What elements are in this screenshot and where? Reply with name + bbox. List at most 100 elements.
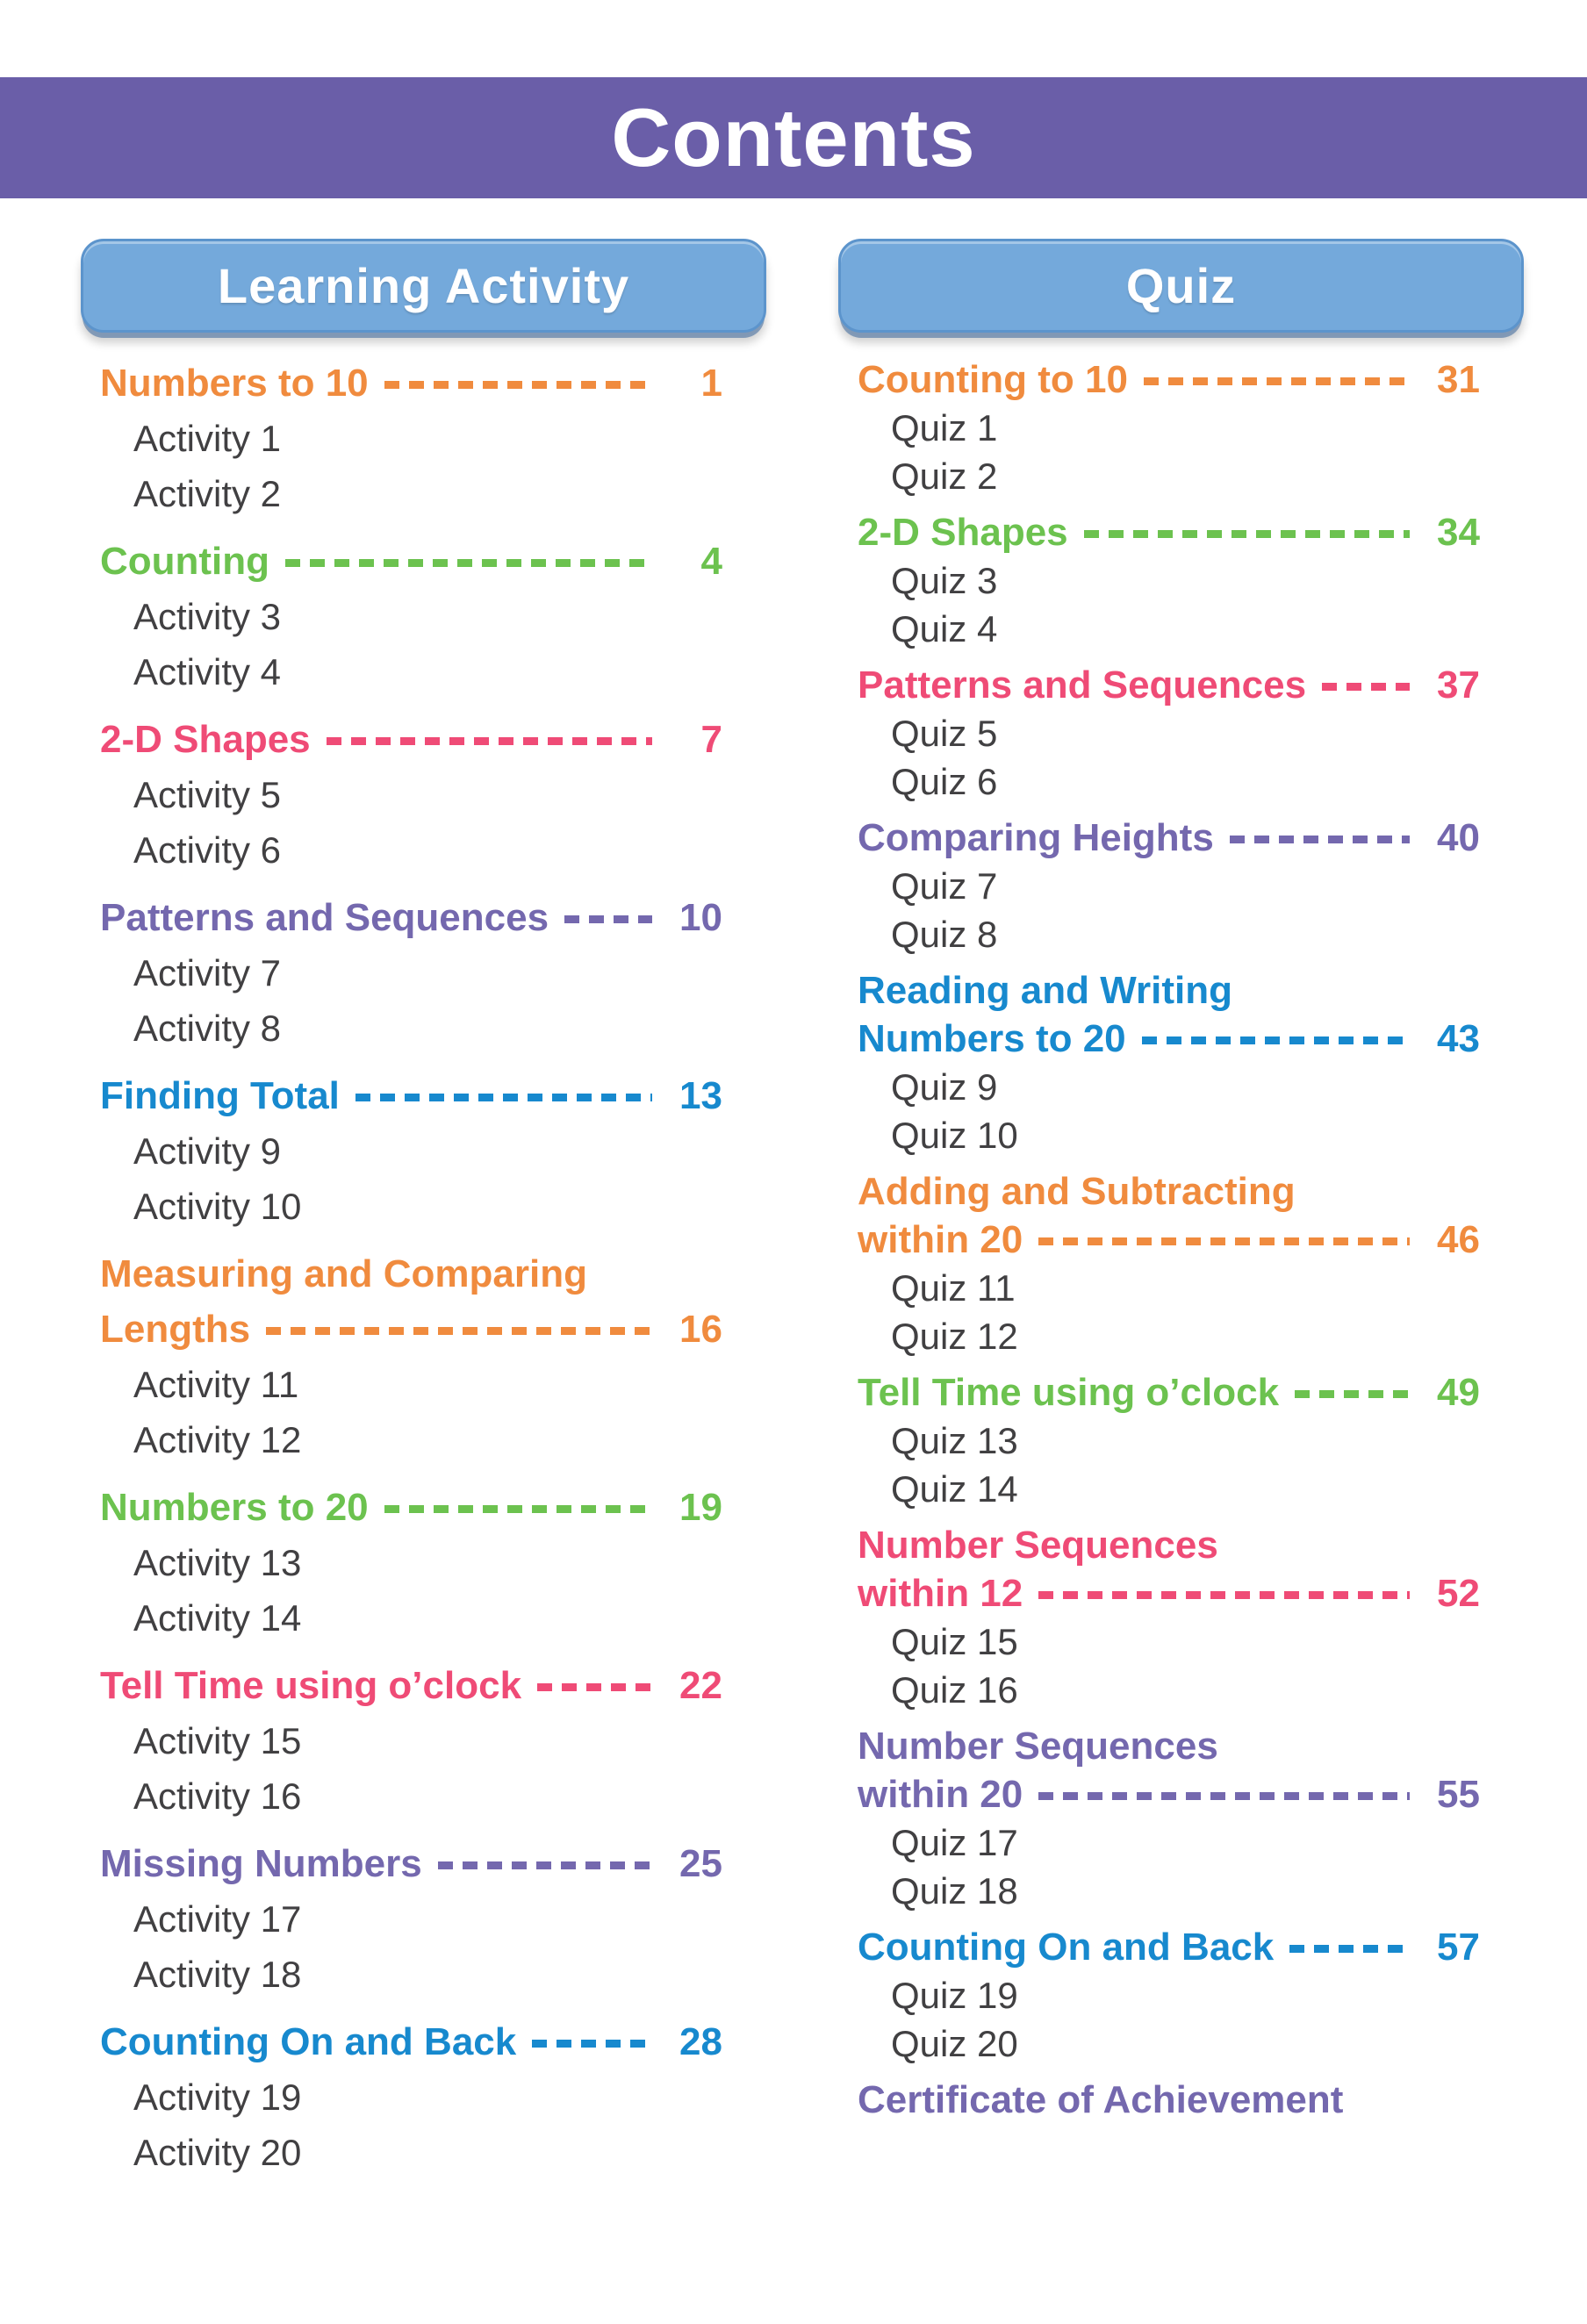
toc-entry-title-line[interactable]: within 20 46 [858, 1216, 1480, 1264]
dashed-leader [384, 381, 652, 389]
toc-entry-title-line[interactable]: Reading and Writing [858, 966, 1480, 1015]
toc-sub-item[interactable]: Quiz 18 [858, 1867, 1480, 1915]
toc-sub-item[interactable]: Activity 4 [100, 644, 722, 699]
toc-entry-title: Patterns and Sequences [100, 895, 549, 939]
toc-sub-item[interactable]: Quiz 2 [858, 452, 1480, 500]
toc-entry-title-line[interactable]: Counting On and Back 57 [858, 1923, 1480, 1971]
toc-sub-item[interactable]: Quiz 3 [858, 556, 1480, 605]
toc-sub-item[interactable]: Activity 9 [100, 1123, 722, 1179]
toc-section: Patterns and Sequences 10 Activity 7 Activi… [100, 890, 722, 1056]
toc-sub-item[interactable]: Quiz 8 [858, 910, 1480, 958]
toc-entry-title-line[interactable]: Adding and Subtracting [858, 1167, 1480, 1216]
toc-sub-item[interactable]: Activity 17 [100, 1891, 722, 1947]
toc-sub-item-label: Quiz 18 [891, 1869, 1018, 1912]
toc-sub-item[interactable]: Activity 7 [100, 945, 722, 1001]
toc-sub-item[interactable]: Quiz 9 [858, 1063, 1480, 1111]
toc-entry-title-line[interactable]: 2-D Shapes 7 [100, 712, 722, 767]
quiz-section-list: Counting to 10 31 Quiz 1 Quiz 2 2-D Shapes 34… [838, 355, 1524, 2124]
toc-entry-title-line[interactable]: Numbers to 20 43 [858, 1015, 1480, 1063]
toc-section: 2-D Shapes 34 Quiz 3 Quiz 4 [858, 508, 1480, 653]
toc-sub-item[interactable]: Quiz 6 [858, 757, 1480, 806]
toc-sub-item[interactable]: Quiz 11 [858, 1264, 1480, 1312]
toc-columns: Learning Activity Numbers to 10 1 Activity… [0, 198, 1587, 2192]
toc-entry-title-line[interactable]: within 12 52 [858, 1569, 1480, 1617]
toc-sub-item[interactable]: Activity 6 [100, 822, 722, 878]
toc-sub-item-label: Quiz 15 [891, 1620, 1018, 1662]
toc-sub-item[interactable]: Activity 11 [100, 1357, 722, 1412]
learning-activity-header-button[interactable]: Learning Activity [81, 239, 766, 333]
toc-sub-item[interactable]: Activity 13 [100, 1535, 722, 1590]
toc-entry-title: Comparing Heights [858, 815, 1214, 859]
toc-sub-item[interactable]: Activity 19 [100, 2069, 722, 2125]
toc-sub-item[interactable]: Quiz 19 [858, 1971, 1480, 2019]
toc-sub-item[interactable]: Activity 3 [100, 589, 722, 644]
toc-sub-item[interactable]: Activity 20 [100, 2125, 722, 2180]
toc-sub-item[interactable]: Quiz 12 [858, 1312, 1480, 1360]
toc-entry-title-line[interactable]: Number Sequences [858, 1722, 1480, 1770]
toc-sub-item-label: Quiz 13 [891, 1419, 1018, 1461]
learning-activity-header-label: Learning Activity [217, 258, 630, 313]
toc-sub-item[interactable]: Quiz 13 [858, 1417, 1480, 1465]
toc-sub-item[interactable]: Quiz 1 [858, 404, 1480, 452]
toc-entry-title-line[interactable]: Numbers to 10 1 [100, 355, 722, 411]
quiz-header-button[interactable]: Quiz [838, 239, 1524, 333]
toc-sub-item[interactable]: Activity 12 [100, 1412, 722, 1467]
toc-sub-item[interactable]: Quiz 7 [858, 862, 1480, 910]
toc-sub-item-label: Quiz 9 [891, 1065, 998, 1108]
toc-sub-item-label: Activity 10 [133, 1185, 302, 1227]
toc-entry-title-line[interactable]: Counting 4 [100, 534, 722, 589]
toc-sub-item-label: Activity 5 [133, 773, 282, 815]
toc-sub-item[interactable]: Activity 2 [100, 466, 722, 521]
toc-sub-item[interactable]: Quiz 20 [858, 2019, 1480, 2068]
page-number: 52 [1437, 1571, 1480, 1615]
toc-entry-title-line[interactable]: Number Sequences [858, 1521, 1480, 1569]
page-number: 46 [1437, 1217, 1480, 1261]
toc-sub-item[interactable]: Quiz 14 [858, 1465, 1480, 1513]
toc-sub-item[interactable]: Activity 1 [100, 411, 722, 466]
toc-sub-item-label: Quiz 14 [891, 1467, 1018, 1510]
toc-entry-title-line[interactable]: Missing Numbers 25 [100, 1836, 722, 1891]
toc-sub-item[interactable]: Activity 5 [100, 767, 722, 822]
toc-sub-item[interactable]: Quiz 4 [858, 605, 1480, 653]
toc-sub-item-label: Quiz 4 [891, 607, 998, 649]
toc-section: Comparing Heights 40 Quiz 7 Quiz 8 [858, 814, 1480, 958]
toc-section: Reading and Writing Numbers to 20 43 Quiz 9… [858, 966, 1480, 1159]
toc-entry-title-line[interactable]: Tell Time using o’clock 49 [858, 1368, 1480, 1417]
page-number: 34 [1437, 510, 1480, 554]
toc-entry-title: within 12 [858, 1571, 1023, 1615]
toc-sub-item[interactable]: Quiz 15 [858, 1617, 1480, 1666]
toc-entry-title-line[interactable]: Comparing Heights 40 [858, 814, 1480, 862]
toc-sub-item[interactable]: Activity 8 [100, 1001, 722, 1056]
toc-entry-title-line[interactable]: Certificate of Achievement [858, 2076, 1480, 2124]
toc-sub-item[interactable]: Activity 15 [100, 1713, 722, 1768]
toc-sub-item[interactable]: Activity 10 [100, 1179, 722, 1234]
toc-sub-item[interactable]: Quiz 10 [858, 1111, 1480, 1159]
toc-entry-title-line[interactable]: Tell Time using o’clock 22 [100, 1658, 722, 1713]
toc-sub-item[interactable]: Quiz 17 [858, 1818, 1480, 1867]
toc-sub-item-label: Activity 15 [133, 1719, 302, 1761]
toc-entry-title: Numbers to 20 [858, 1016, 1126, 1060]
toc-entry-title-line[interactable]: Numbers to 20 19 [100, 1480, 722, 1535]
page-number: 57 [1437, 1925, 1480, 1969]
toc-sub-item-label: Quiz 19 [891, 1974, 1018, 2016]
toc-sub-item[interactable]: Activity 14 [100, 1590, 722, 1646]
toc-sub-item-label: Quiz 17 [891, 1821, 1018, 1863]
toc-entry-title: Lengths [100, 1307, 251, 1351]
toc-entry-title-line[interactable]: Counting to 10 31 [858, 355, 1480, 404]
page-number: 13 [679, 1073, 722, 1117]
toc-entry-title-line[interactable]: Counting On and Back 28 [100, 2014, 722, 2069]
toc-sub-item[interactable]: Quiz 16 [858, 1666, 1480, 1714]
toc-entry-title-line[interactable]: Patterns and Sequences 37 [858, 661, 1480, 709]
toc-entry-title-line[interactable]: within 20 55 [858, 1770, 1480, 1818]
toc-entry-title-line[interactable]: Patterns and Sequences 10 [100, 890, 722, 945]
toc-sub-item-label: Activity 19 [133, 2076, 302, 2118]
toc-entry-title-line[interactable]: 2-D Shapes 34 [858, 508, 1480, 556]
dashed-leader [1038, 1237, 1410, 1245]
toc-entry-title-line[interactable]: Lengths 16 [100, 1302, 722, 1357]
toc-entry-title-line[interactable]: Finding Total 13 [100, 1068, 722, 1123]
toc-sub-item[interactable]: Activity 16 [100, 1768, 722, 1824]
toc-sub-item[interactable]: Quiz 5 [858, 709, 1480, 757]
toc-sub-item[interactable]: Activity 18 [100, 1947, 722, 2002]
toc-entry-title-line[interactable]: Measuring and Comparing [100, 1246, 722, 1302]
toc-sub-item-label: Activity 8 [133, 1007, 282, 1049]
